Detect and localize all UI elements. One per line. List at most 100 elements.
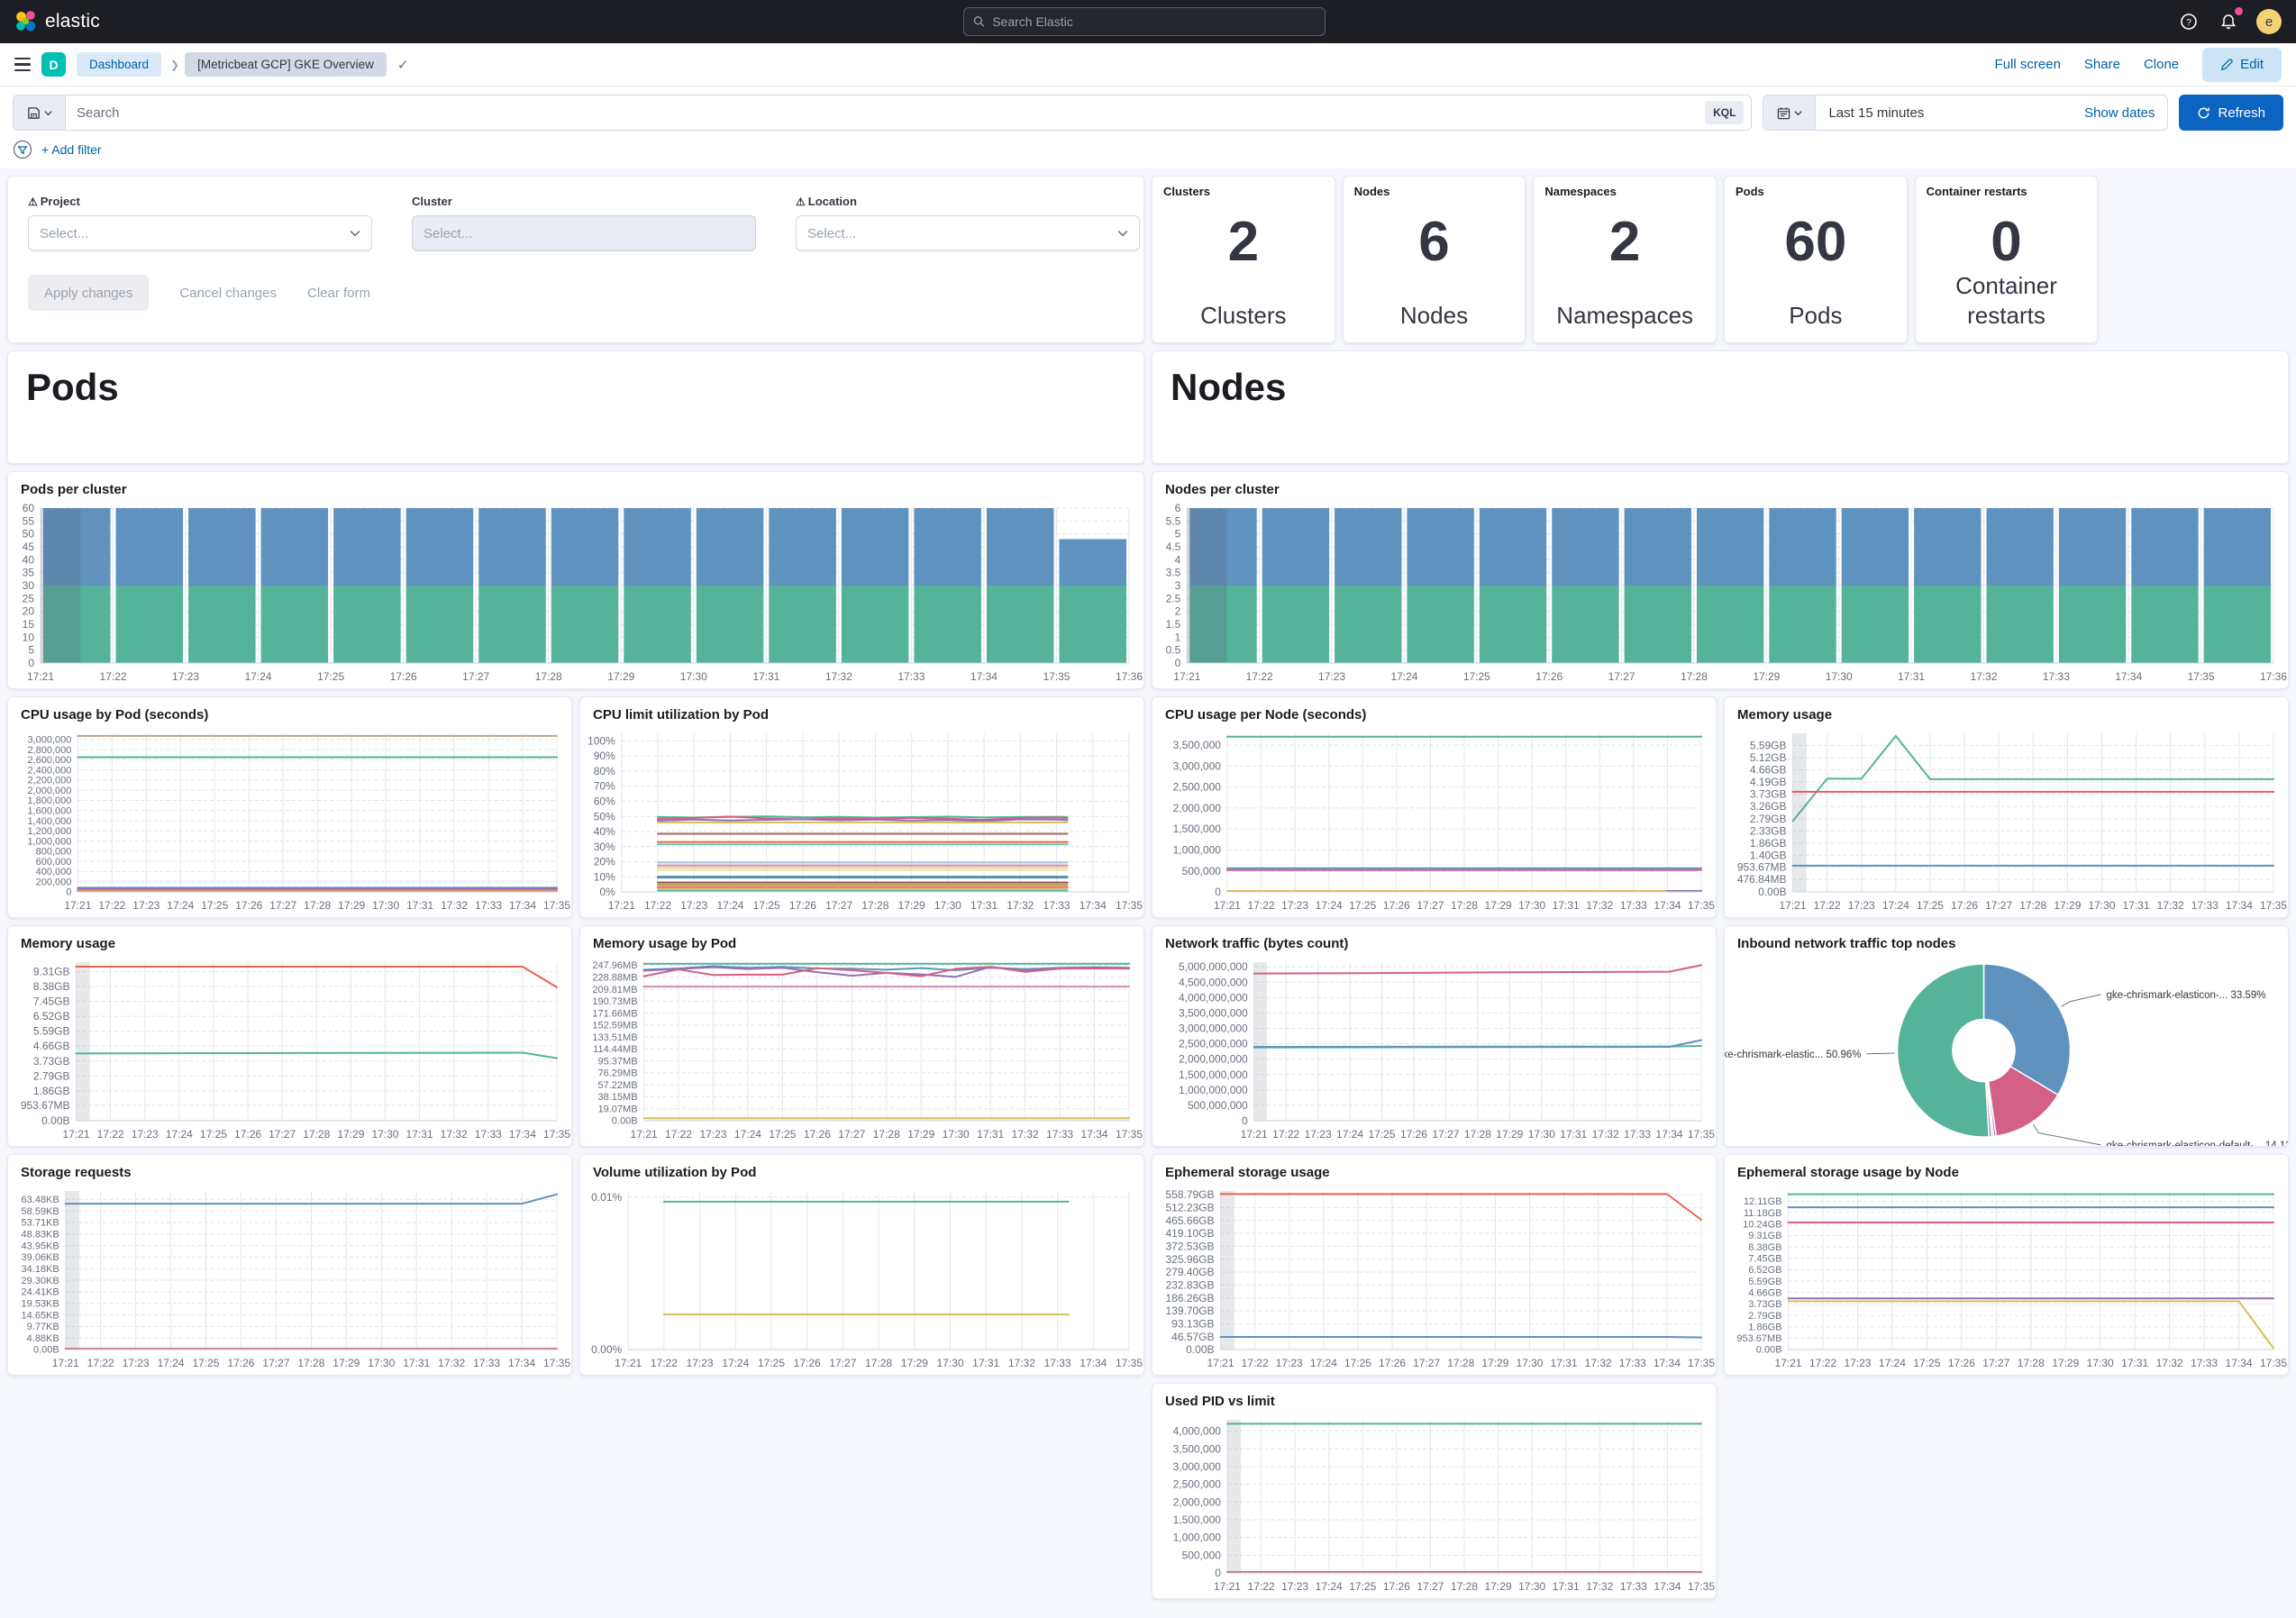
svg-text:4: 4	[1175, 553, 1181, 566]
svg-text:2.5: 2.5	[1166, 592, 1181, 604]
refresh-button[interactable]: Refresh	[2179, 95, 2283, 131]
metric-value: 2	[1227, 211, 1260, 273]
time-range-value[interactable]: Last 15 minutes	[1828, 105, 1925, 121]
breadcrumb-dashboard[interactable]: Dashboard	[77, 52, 162, 77]
search-input[interactable]	[66, 105, 1706, 121]
used-pid-vs-limit-chart[interactable]: 0 500,000 1,000,000 1,500,000 2,000,000 2,500…	[1153, 1411, 1716, 1596]
svg-text:500,000,000: 500,000,000	[1188, 1098, 1248, 1111]
svg-text:465.66GB: 465.66GB	[1165, 1214, 1214, 1226]
svg-text:17:32: 17:32	[1592, 1128, 1619, 1141]
svg-text:17:27: 17:27	[269, 1128, 296, 1141]
svg-text:17:24: 17:24	[1879, 1357, 1906, 1369]
svg-text:17:25: 17:25	[1917, 899, 1944, 912]
saved-check-icon[interactable]: ✓	[396, 57, 409, 73]
metric-title: Pods	[1736, 185, 1764, 198]
svg-text:17:28: 17:28	[1464, 1128, 1491, 1141]
elastic-logo[interactable]: elastic	[14, 10, 100, 33]
svg-text:953.67MB: 953.67MB	[21, 1099, 70, 1112]
svg-text:40%: 40%	[594, 825, 615, 838]
svg-text:512.23GB: 512.23GB	[1165, 1201, 1214, 1214]
svg-text:17:34: 17:34	[2226, 899, 2253, 912]
user-avatar[interactable]: e	[2256, 9, 2282, 34]
fullscreen-button[interactable]: Full screen	[1994, 57, 2061, 72]
newsfeed-bell-icon[interactable]	[2217, 7, 2243, 33]
svg-text:0: 0	[1242, 1114, 1248, 1127]
svg-text:17:35: 17:35	[543, 1357, 570, 1369]
nodes-per-cluster-chart[interactable]: 00.511.522.533.544.555.56 17:21 17:22 17:23…	[1153, 499, 2288, 686]
svg-text:17:27: 17:27	[1417, 1580, 1444, 1593]
svg-text:17:29: 17:29	[907, 1128, 934, 1141]
svg-text:17:32: 17:32	[438, 1357, 465, 1369]
svg-text:7.45GB: 7.45GB	[33, 995, 70, 1007]
svg-text:17:34: 17:34	[970, 670, 998, 683]
ephemeral-storage-by-node-chart[interactable]: 0.00B953.67MB1.86GB2.79GB3.73GB4.66GB5.5…	[1725, 1182, 2288, 1373]
svg-text:1.86GB: 1.86GB	[1750, 836, 1787, 849]
svg-text:17:29: 17:29	[898, 899, 925, 912]
cluster-select[interactable]: Select...	[412, 215, 756, 251]
svg-text:15: 15	[23, 618, 35, 631]
svg-text:17:28: 17:28	[1451, 1580, 1478, 1593]
svg-text:57.22MB: 57.22MB	[598, 1079, 638, 1090]
svg-text:17:23: 17:23	[699, 1128, 726, 1141]
svg-text:17:30: 17:30	[1516, 1357, 1543, 1369]
svg-text:17:23: 17:23	[1281, 1580, 1308, 1593]
storage-requests-chart[interactable]: 0.00B4.88KB9.77KB14.65KB19.53KB24.41KB29…	[8, 1182, 571, 1373]
share-button[interactable]: Share	[2083, 57, 2120, 72]
svg-text:17:34: 17:34	[1654, 899, 1681, 912]
cpu-usage-per-node-chart[interactable]: 0 500,000 1,000,000 1,500,000 2,000,000 2,500…	[1153, 724, 1716, 915]
location-select[interactable]: Select...	[796, 215, 1140, 251]
chart-title: Storage requests	[21, 1165, 132, 1180]
kql-language-button[interactable]: KQL	[1705, 101, 1745, 124]
svg-text:10%: 10%	[594, 870, 615, 883]
clear-form-button[interactable]: Clear form	[306, 285, 370, 301]
svg-text:558.79GB: 558.79GB	[1165, 1188, 1214, 1201]
global-search-input[interactable]	[992, 14, 1316, 29]
network-traffic-chart[interactable]: 0 500,000,000 1,000,000,000 1,500,000,000 2,…	[1153, 953, 1716, 1144]
menu-icon[interactable]	[14, 57, 31, 72]
date-quick-select-button[interactable]	[1763, 95, 1817, 130]
apply-changes-button[interactable]: Apply changes	[28, 275, 150, 311]
memory-usage-chart[interactable]: 0.00B 953.67MB 1.86GB 2.79GB 3.73GB 4.66GB 5.5…	[8, 953, 571, 1144]
svg-text:17:24: 17:24	[1882, 899, 1909, 912]
svg-text:17:21: 17:21	[1207, 1357, 1235, 1369]
metric-pods: Pods 60 Pods	[1724, 176, 1908, 343]
clone-button[interactable]: Clone	[2143, 57, 2180, 72]
cpu-usage-by-pod-chart[interactable]: 0200,000400,000600,000800,0001,000,0001,…	[8, 724, 571, 915]
cancel-changes-button[interactable]: Cancel changes	[179, 285, 277, 301]
inbound-network-traffic-pie[interactable]: gke-chrismark-elasticon-... 33.59% gke-ch…	[1725, 953, 2288, 1146]
show-dates-button[interactable]: Show dates	[2084, 105, 2155, 121]
ephemeral-storage-chart[interactable]: 0.00B46.57GB93.13GB139.70GB186.26GB232.8…	[1153, 1182, 1716, 1373]
svg-text:76.29MB: 76.29MB	[598, 1068, 638, 1078]
svg-text:17:33: 17:33	[475, 1128, 502, 1141]
memory-usage-nodes-chart[interactable]: 0.00B476.84MB953.67MB1.40GB1.86GB2.33GB2…	[1725, 724, 2288, 915]
chart-title: Inbound network traffic top nodes	[1737, 936, 1956, 951]
filter-icon[interactable]	[13, 140, 32, 159]
svg-text:17:32: 17:32	[2156, 1357, 2183, 1369]
global-search[interactable]	[963, 7, 1326, 36]
svg-text:17:30: 17:30	[2087, 1357, 2114, 1369]
cpu-limit-utilization-chart[interactable]: 0% 10% 20% 30% 40% 50% 60% 70% 80% 90% 100% 17:21 17…	[580, 724, 1143, 915]
svg-text:1.40GB: 1.40GB	[1750, 849, 1787, 861]
volume-utilization-chart[interactable]: 0.00% 0.01% 17:21 17:22 17:23 17:24 17:25 17:26…	[580, 1182, 1143, 1373]
svg-text:500,000: 500,000	[1182, 864, 1222, 877]
project-select[interactable]: Select...	[28, 215, 372, 251]
svg-text:17:28: 17:28	[1681, 670, 1708, 683]
breadcrumb-page-title: [Metricbeat GCP] GKE Overview	[185, 52, 387, 77]
help-icon[interactable]: ?	[2177, 10, 2200, 33]
filter-field-project: ⚠ Project Select...	[28, 195, 372, 251]
svg-text:3,000,000: 3,000,000	[1173, 759, 1222, 772]
elastic-logo-icon	[16, 11, 36, 32]
svg-text:5.59GB: 5.59GB	[1750, 739, 1787, 751]
svg-text:2: 2	[1175, 604, 1181, 617]
chevron-down-icon	[1117, 231, 1128, 237]
panel-used-pid-vs-limit: Used PID vs limit 0 500,000 1,000,000 1,500…	[1152, 1383, 1717, 1599]
add-filter-button[interactable]: + Add filter	[41, 142, 102, 157]
svg-text:17:31: 17:31	[2121, 1357, 2148, 1369]
edit-button[interactable]: Edit	[2202, 47, 2282, 82]
saved-query-menu-button[interactable]	[14, 95, 66, 130]
svg-text:17:27: 17:27	[462, 670, 489, 683]
svg-text:17:25: 17:25	[1463, 670, 1490, 683]
section-title: Nodes	[1171, 366, 1287, 408]
